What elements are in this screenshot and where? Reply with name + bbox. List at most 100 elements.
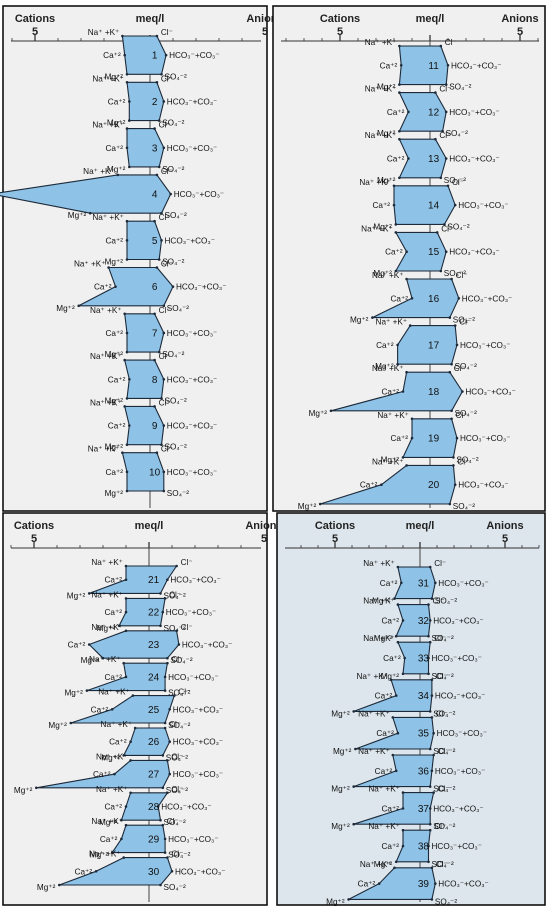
vertex-point — [77, 304, 80, 308]
vertex-point — [444, 157, 448, 160]
label-na-k: Na⁺ +K⁺ — [74, 260, 106, 269]
label-mg: Mg⁺² — [381, 672, 400, 681]
label-na-k: Na⁺ +K⁺ — [92, 121, 124, 130]
stiff-sample-3: 3 Na⁺ +K⁺ Ca⁺² Mg⁺² Cl⁻ HCO₃⁻+CO₃⁻ SO₄⁻² — [92, 121, 217, 174]
vertex-point — [120, 818, 123, 822]
label-cl: Cl⁻ — [171, 655, 183, 664]
stiff-sample-12: 12 Na⁺ +K⁺ Ca⁺² Mg⁺² Cl⁻ HCO₃⁻+CO₃⁻ SO₄⁻² — [365, 85, 500, 139]
vertex-point — [128, 100, 131, 103]
sample-id-29: 29 — [148, 834, 160, 845]
label-ca: Ca⁺² — [104, 803, 122, 812]
label-so4: SO₄⁻² — [433, 747, 455, 756]
vertex-point — [123, 53, 126, 57]
stiff-sample-27: 27 Na⁺ +K⁺ Ca⁺² Mg⁺² Cl⁻ HCO₃⁻+CO₃⁻ SO₄⁻² — [14, 752, 223, 794]
vertex-point — [430, 866, 434, 870]
vertex-point — [124, 823, 128, 827]
label-hco3-co3: HCO₃⁻+CO₃⁻ — [449, 108, 500, 117]
vertex-point — [161, 610, 165, 614]
vertex-point — [430, 597, 434, 600]
vertex-point — [401, 619, 405, 622]
vertex-point — [396, 362, 399, 366]
vertex-point — [428, 785, 432, 788]
vertex-point — [428, 822, 432, 826]
vertex-point — [124, 805, 128, 808]
label-mg: Mg⁺² — [377, 176, 396, 185]
label-mg: Mg⁺² — [90, 851, 109, 860]
vertex-point — [410, 297, 414, 300]
vertex-point — [88, 211, 92, 215]
label-cl: Cl⁻ — [438, 747, 450, 756]
sample-id-17: 17 — [428, 340, 440, 351]
label-ca: Ca⁺² — [376, 729, 394, 738]
sample-id-25: 25 — [148, 705, 160, 716]
label-cl: Cl⁻ — [439, 85, 451, 94]
vertex-point — [113, 772, 116, 776]
vertex-point — [450, 277, 453, 281]
label-so4: SO₄⁻² — [433, 822, 455, 831]
vertex-point — [394, 634, 398, 638]
label-so4: SO₄⁻² — [456, 455, 478, 464]
label-hco3-co3: HCO₃⁻+CO₃⁻ — [167, 97, 218, 106]
label-mg: Mg⁺² — [105, 396, 124, 405]
vertex-point — [450, 417, 453, 421]
label-cl: Cl⁻ — [459, 318, 471, 327]
vertex-point — [168, 740, 171, 743]
vertex-point — [162, 470, 166, 474]
vertex-point — [122, 661, 125, 665]
label-na-k: Na⁺ +K⁺ — [91, 623, 123, 632]
label-ca: Ca⁺² — [372, 201, 390, 210]
vertex-point — [153, 127, 156, 130]
vertex-point — [69, 721, 73, 725]
vertex-point — [391, 753, 395, 757]
vertex-point — [427, 672, 430, 676]
vertex-point — [450, 362, 453, 366]
vertex-point — [35, 786, 38, 790]
scale-tick-cations: 5 — [32, 26, 38, 38]
vertex-point — [121, 34, 124, 38]
sample-id-14: 14 — [428, 201, 440, 212]
label-na-k: Na⁺ +K⁺ — [90, 306, 122, 315]
label-cl: Cl⁻ — [441, 224, 453, 233]
label-ca: Ca⁺² — [75, 867, 93, 876]
label-cl: Cl⁻ — [454, 364, 466, 373]
label-hco3-co3: HCO₃⁻+CO₃⁻ — [435, 767, 486, 776]
label-ca: Ca⁺² — [375, 692, 393, 701]
vertex-point — [163, 675, 167, 679]
label-cl: Cl⁻ — [436, 709, 448, 718]
vertex-point — [394, 223, 398, 226]
label-so4: SO₄⁻² — [168, 851, 190, 860]
vertex-point — [405, 250, 408, 253]
stiff-sample-25: 25 Na⁺ +K⁺ Ca⁺² Mg⁺² Cl⁻ HCO₃⁻+CO₃⁻ SO₄⁻² — [48, 688, 223, 730]
vertex-point — [153, 219, 156, 223]
vertex-point — [398, 137, 401, 141]
label-ca: Ca⁺² — [381, 616, 399, 625]
label-cl: Cl⁻ — [456, 411, 468, 420]
stiff-sample-7: 7 Na⁺ +K⁺ Ca⁺² Mg⁺² Cl⁻ HCO₃⁻+CO₃⁻ SO₄⁻² — [90, 306, 217, 359]
label-na-k: Na⁺ +K⁺ — [372, 457, 404, 466]
label-hco3-co3: HCO₃⁻+CO₃⁻ — [173, 738, 224, 747]
vertex-point — [160, 73, 163, 76]
header-units: meq/l — [136, 13, 165, 25]
stiff-polygon-11 — [398, 45, 449, 86]
vertex-point — [427, 844, 430, 848]
label-so4: SO₄⁻² — [432, 634, 454, 643]
vertex-point — [160, 397, 163, 400]
label-cl: Cl⁻ — [438, 785, 450, 794]
vertex-point — [393, 866, 396, 870]
header-units: meq/l — [416, 13, 445, 25]
vertex-point — [157, 350, 161, 354]
label-hco3-co3: HCO₃⁻+CO₃⁻ — [437, 729, 488, 738]
sample-id-12: 12 — [428, 107, 440, 118]
vertex-point — [122, 856, 125, 859]
label-mg: Mg⁺² — [105, 443, 124, 452]
vertex-point — [125, 489, 129, 493]
label-na-k: Na⁺ +K⁺ — [101, 720, 133, 729]
vertex-point — [439, 44, 443, 48]
label-mg: Mg⁺² — [99, 818, 118, 827]
stiff-polygon-2 — [126, 81, 165, 122]
vertex-point — [434, 137, 437, 141]
label-na-k: Na⁺ +K⁺ — [359, 178, 391, 187]
sample-id-16: 16 — [428, 294, 440, 305]
